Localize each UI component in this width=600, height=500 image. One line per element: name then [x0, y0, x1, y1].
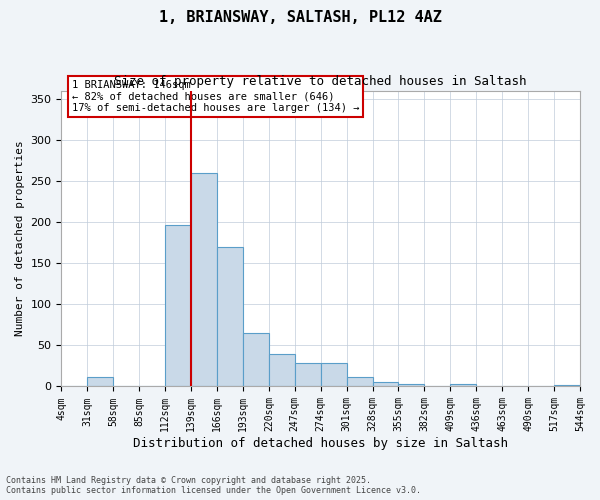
Y-axis label: Number of detached properties: Number of detached properties: [15, 140, 25, 336]
Bar: [451, 384, 476, 386]
Bar: [321, 364, 347, 386]
Bar: [165, 224, 191, 386]
Bar: [243, 333, 269, 386]
Bar: [191, 173, 217, 386]
Title: Size of property relative to detached houses in Saltash: Size of property relative to detached ho…: [115, 75, 527, 88]
Bar: [554, 385, 580, 386]
Text: Contains HM Land Registry data © Crown copyright and database right 2025.
Contai: Contains HM Land Registry data © Crown c…: [6, 476, 421, 495]
Bar: [373, 382, 398, 386]
Text: 1 BRIANSWAY: 146sqm
← 82% of detached houses are smaller (646)
17% of semi-detac: 1 BRIANSWAY: 146sqm ← 82% of detached ho…: [72, 80, 359, 114]
Bar: [295, 364, 321, 386]
Bar: [269, 354, 295, 386]
Bar: [217, 246, 243, 386]
X-axis label: Distribution of detached houses by size in Saltash: Distribution of detached houses by size …: [133, 437, 508, 450]
Bar: [347, 376, 373, 386]
Text: 1, BRIANSWAY, SALTASH, PL12 4AZ: 1, BRIANSWAY, SALTASH, PL12 4AZ: [158, 10, 442, 25]
Bar: [398, 384, 424, 386]
Bar: [88, 376, 113, 386]
